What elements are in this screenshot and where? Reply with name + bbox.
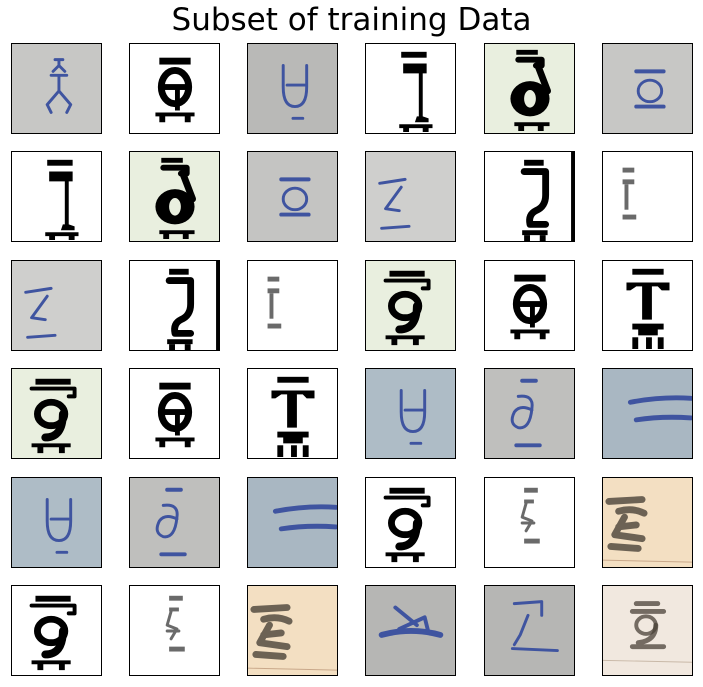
training-sample-thumbnail bbox=[602, 43, 693, 134]
six-bar-icon bbox=[510, 378, 542, 448]
training-sample-thumbnail bbox=[484, 151, 575, 242]
gamma-light-icon bbox=[622, 167, 637, 220]
training-sample-thumbnail bbox=[365, 368, 456, 459]
training-sample-thumbnail bbox=[247, 585, 338, 676]
training-sample-thumbnail bbox=[247, 477, 338, 568]
script-ink-icon bbox=[603, 496, 692, 563]
nine-print-icon bbox=[29, 595, 77, 671]
training-sample-thumbnail bbox=[129, 260, 220, 351]
z-bar-icon bbox=[24, 286, 57, 339]
six-bar-icon bbox=[155, 487, 187, 557]
s-light-icon bbox=[520, 487, 540, 544]
training-sample-thumbnail bbox=[484, 368, 575, 459]
training-sample-thumbnail bbox=[129, 585, 220, 676]
equals-icon bbox=[627, 395, 692, 423]
theta-print-icon bbox=[155, 57, 195, 123]
u-bar-icon bbox=[399, 389, 427, 445]
s-light-icon bbox=[165, 595, 185, 652]
training-sample-thumbnail bbox=[11, 368, 102, 459]
nine-ink-icon bbox=[603, 601, 692, 663]
training-sample-thumbnail bbox=[247, 151, 338, 242]
training-sample-thumbnail bbox=[129, 368, 220, 459]
seven-print-icon bbox=[399, 51, 433, 133]
training-sample-thumbnail bbox=[602, 151, 693, 242]
training-sample-thumbnail bbox=[11, 477, 102, 568]
theta-print-icon bbox=[155, 382, 195, 448]
training-sample-thumbnail bbox=[484, 585, 575, 676]
training-sample-thumbnail bbox=[247, 260, 338, 351]
training-sample-thumbnail bbox=[365, 151, 456, 242]
training-sample-thumbnail bbox=[129, 151, 220, 242]
o-bar-icon bbox=[634, 69, 666, 109]
t-print-icon bbox=[626, 268, 670, 350]
sigma-bar-icon bbox=[378, 605, 444, 638]
training-sample-thumbnail bbox=[365, 585, 456, 676]
z-bar-icon bbox=[378, 177, 411, 230]
two-print-icon bbox=[520, 152, 574, 241]
training-sample-thumbnail bbox=[484, 477, 575, 568]
training-sample-thumbnail bbox=[129, 477, 220, 568]
nine-print-icon bbox=[383, 270, 431, 346]
training-sample-thumbnail bbox=[11, 151, 102, 242]
training-sample-thumbnail bbox=[11, 260, 102, 351]
training-sample-thumbnail bbox=[602, 368, 693, 459]
two-print-icon bbox=[165, 261, 219, 350]
theta-print-icon bbox=[510, 274, 550, 340]
training-sample-thumbnail bbox=[602, 260, 693, 351]
training-sample-thumbnail bbox=[129, 43, 220, 134]
seven-hand-icon bbox=[510, 600, 559, 653]
delta-print-icon bbox=[510, 49, 552, 132]
u-bar-icon bbox=[45, 498, 73, 554]
training-sample-thumbnail bbox=[602, 585, 693, 676]
t-print-icon bbox=[271, 376, 315, 458]
training-sample-thumbnail bbox=[365, 477, 456, 568]
stick-figure-icon bbox=[45, 58, 73, 114]
nine-print-icon bbox=[383, 487, 431, 563]
nine-print-icon bbox=[29, 378, 77, 454]
delta-print-icon bbox=[155, 157, 197, 240]
equals-icon bbox=[272, 504, 337, 532]
training-sample-thumbnail bbox=[247, 43, 338, 134]
training-sample-thumbnail bbox=[365, 43, 456, 134]
gamma-light-icon bbox=[267, 276, 282, 329]
training-sample-thumbnail bbox=[484, 43, 575, 134]
training-sample-thumbnail bbox=[484, 260, 575, 351]
training-sample-thumbnail bbox=[11, 43, 102, 134]
training-sample-thumbnail bbox=[247, 368, 338, 459]
training-sample-thumbnail bbox=[602, 477, 693, 568]
figure-title: Subset of training Data bbox=[171, 2, 532, 38]
u-bar-icon bbox=[281, 64, 309, 120]
training-sample-thumbnail bbox=[11, 585, 102, 676]
seven-print-icon bbox=[45, 159, 79, 241]
o-bar-icon bbox=[279, 177, 311, 217]
script-ink-icon bbox=[248, 604, 337, 671]
training-sample-thumbnail bbox=[365, 260, 456, 351]
